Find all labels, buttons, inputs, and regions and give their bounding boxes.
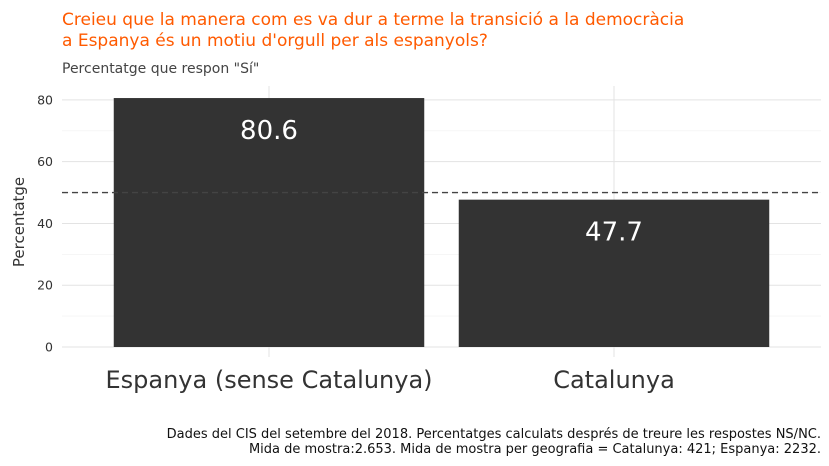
y-tick-label: 40 [37, 216, 53, 231]
y-tick-label: 0 [45, 340, 53, 355]
bar-1 [458, 199, 770, 347]
y-axis-label: Percentatge [10, 177, 28, 267]
y-tick-label: 60 [37, 154, 53, 169]
chart-title-line-1: Creieu que la manera com es va dur a ter… [62, 10, 684, 30]
data-label: 80.6 [240, 116, 298, 146]
data-labels: 80.6 47.7 [240, 116, 643, 248]
x-category-label: Espanya (sense Catalunya) [105, 366, 432, 394]
data-label: 47.7 [585, 218, 643, 248]
chart-title-line-2: a Espanya és un motiu d'orgull per als e… [62, 31, 488, 51]
y-tick-label: 80 [37, 92, 53, 107]
x-category-label: Catalunya [553, 366, 675, 394]
y-axis-ticks: 0 20 40 60 80 [37, 92, 53, 354]
caption-line-1: Dades del CIS del setembre del 2018. Per… [167, 427, 821, 442]
x-axis-categories: Espanya (sense Catalunya) Catalunya [105, 366, 674, 394]
bars [113, 98, 770, 348]
chart-subtitle: Percentatge que respon "Sí" [62, 61, 259, 77]
y-tick-label: 20 [37, 278, 53, 293]
caption-line-2: Mida de mostra:2.653. Mida de mostra per… [249, 442, 821, 457]
bar-0 [113, 98, 425, 348]
